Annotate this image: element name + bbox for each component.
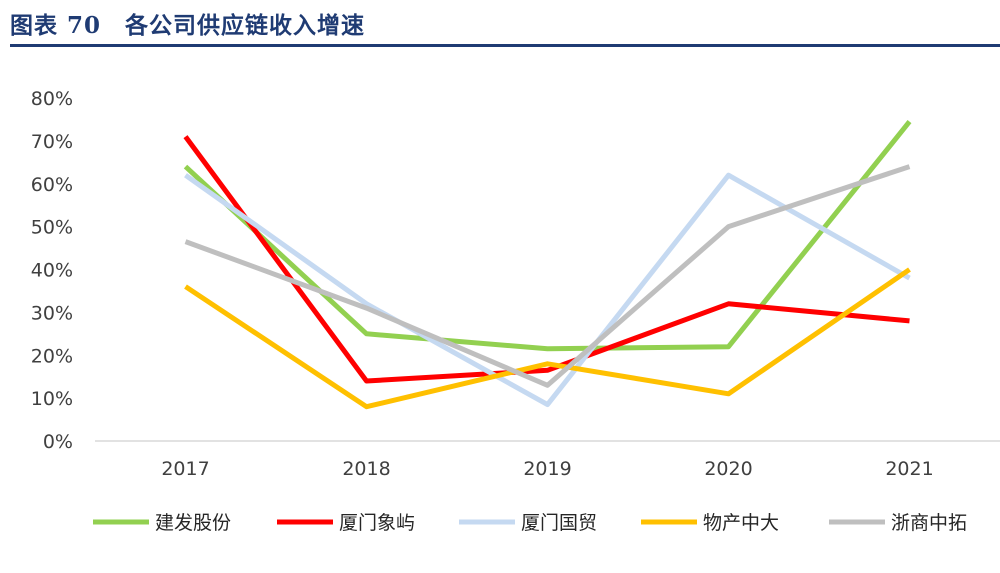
- series-line-2: [183, 135, 910, 384]
- y-tick-label: 70%: [31, 131, 73, 153]
- legend-label: 建发股份: [155, 512, 231, 534]
- legend-label: 厦门国贸: [521, 512, 597, 534]
- y-tick-label: 0%: [43, 431, 73, 453]
- legend-label: 物产中大: [703, 512, 779, 534]
- x-tick-label: 2018: [342, 458, 390, 480]
- report-header: 图表 70 各公司供应链收入增速: [0, 0, 1000, 52]
- legend-label: 浙商中拓: [891, 512, 967, 534]
- series-lines: [183, 120, 912, 410]
- legend-label: 厦门象屿: [339, 512, 415, 534]
- legend-item: 厦门国贸: [459, 512, 597, 534]
- y-tick-label: 50%: [31, 217, 73, 239]
- legend: 建发股份 厦门象屿 厦门国贸 物产中大 浙商中拓: [93, 512, 967, 534]
- y-tick-label: 30%: [31, 302, 73, 324]
- y-axis: 0% 10% 20% 30% 40% 50% 60% 70% 80%: [31, 88, 73, 453]
- y-tick-label: 60%: [31, 174, 73, 196]
- figure-title: 图表 70 各公司供应链收入增速: [10, 12, 366, 39]
- x-tick-label: 2021: [885, 458, 933, 480]
- x-tick-label: 2017: [161, 458, 209, 480]
- y-tick-label: 80%: [31, 88, 73, 110]
- legend-item: 浙商中拓: [829, 512, 967, 534]
- series-line-1: [183, 120, 912, 352]
- y-tick-label: 10%: [31, 388, 73, 410]
- x-tick-label: 2020: [704, 458, 752, 480]
- title-underline: [10, 44, 1000, 47]
- series-line-3: [184, 172, 911, 408]
- x-tick-label: 2019: [523, 458, 571, 480]
- series-line-4: [184, 267, 911, 410]
- series-line-5: [184, 164, 911, 388]
- x-axis: 2017 2018 2019 2020 2021: [161, 458, 933, 480]
- y-tick-label: 40%: [31, 260, 73, 282]
- legend-item: 厦门象屿: [277, 512, 415, 534]
- y-tick-label: 20%: [31, 345, 73, 367]
- legend-item: 建发股份: [93, 512, 231, 534]
- legend-item: 物产中大: [641, 512, 779, 534]
